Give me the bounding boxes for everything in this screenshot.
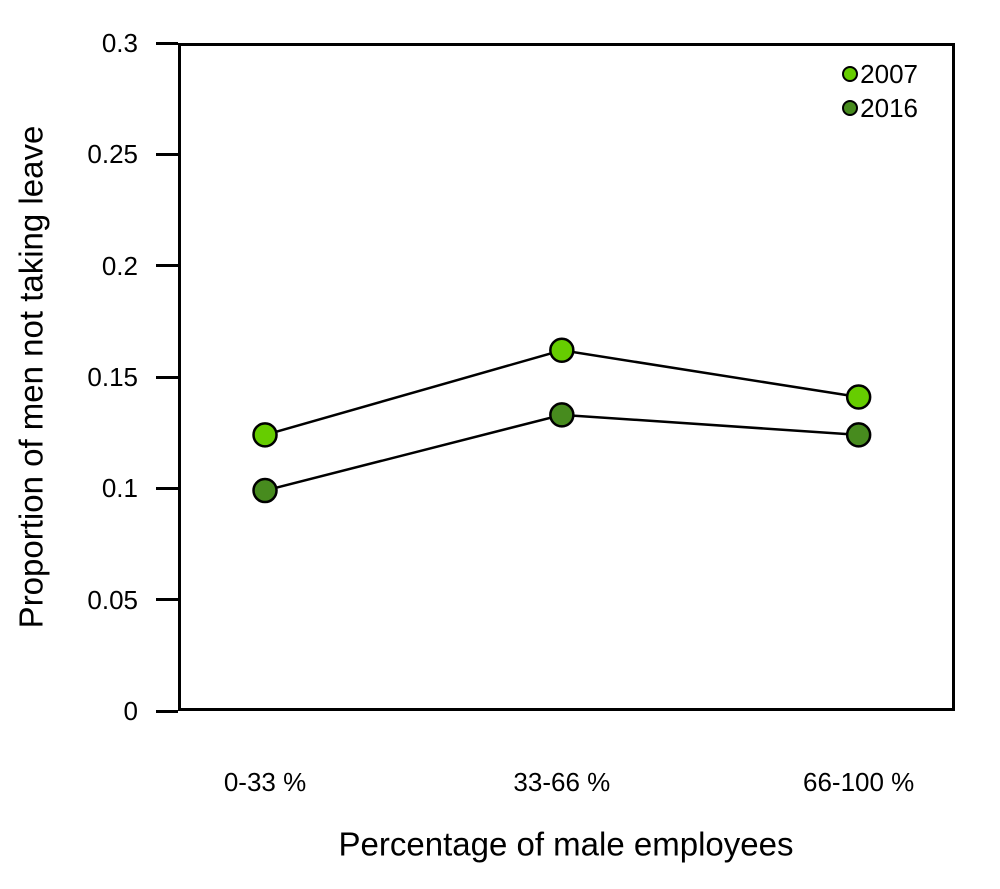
series-2016-point-66-100 % (845, 422, 872, 448)
legend-item-2016: 2016 (842, 91, 918, 125)
legend: 2007 2016 (842, 57, 918, 125)
plot-canvas (252, 337, 872, 504)
y-tick-label: 0.3 (101, 28, 138, 58)
legend-label-2007: 2007 (860, 59, 918, 89)
y-tick-mark (156, 709, 178, 713)
legend-label-2016: 2016 (860, 93, 918, 123)
series-2016-point-0-33 % (252, 477, 278, 504)
x-axis-title: Percentage of male employees (338, 825, 794, 863)
series-2007-point-0-33 % (252, 422, 278, 448)
x-tick-label: 33-66 % (513, 767, 611, 797)
series-2016-marker-icon (842, 100, 859, 116)
series-2007-marker-icon (842, 66, 859, 82)
y-axis-title: Proportion of men not taking leave (12, 125, 50, 629)
series-2016-point-33-66 % (549, 402, 575, 428)
y-tick-mark (156, 264, 178, 268)
y-tick-mark (156, 375, 178, 379)
x-tick-label: 0-33 % (223, 767, 307, 797)
y-tick-mark (156, 486, 178, 490)
y-tick-mark (156, 41, 178, 45)
series-2007-point-33-66 % (549, 337, 575, 364)
x-tick-label: 66-100 % (802, 767, 915, 797)
legend-item-2007: 2007 (842, 57, 918, 91)
y-tick-label: 0 (123, 696, 138, 726)
series-2007-point-66-100 % (845, 384, 872, 410)
y-tick-mark (156, 152, 178, 156)
plot-area-border (178, 43, 955, 711)
y-tick-mark (156, 598, 178, 602)
